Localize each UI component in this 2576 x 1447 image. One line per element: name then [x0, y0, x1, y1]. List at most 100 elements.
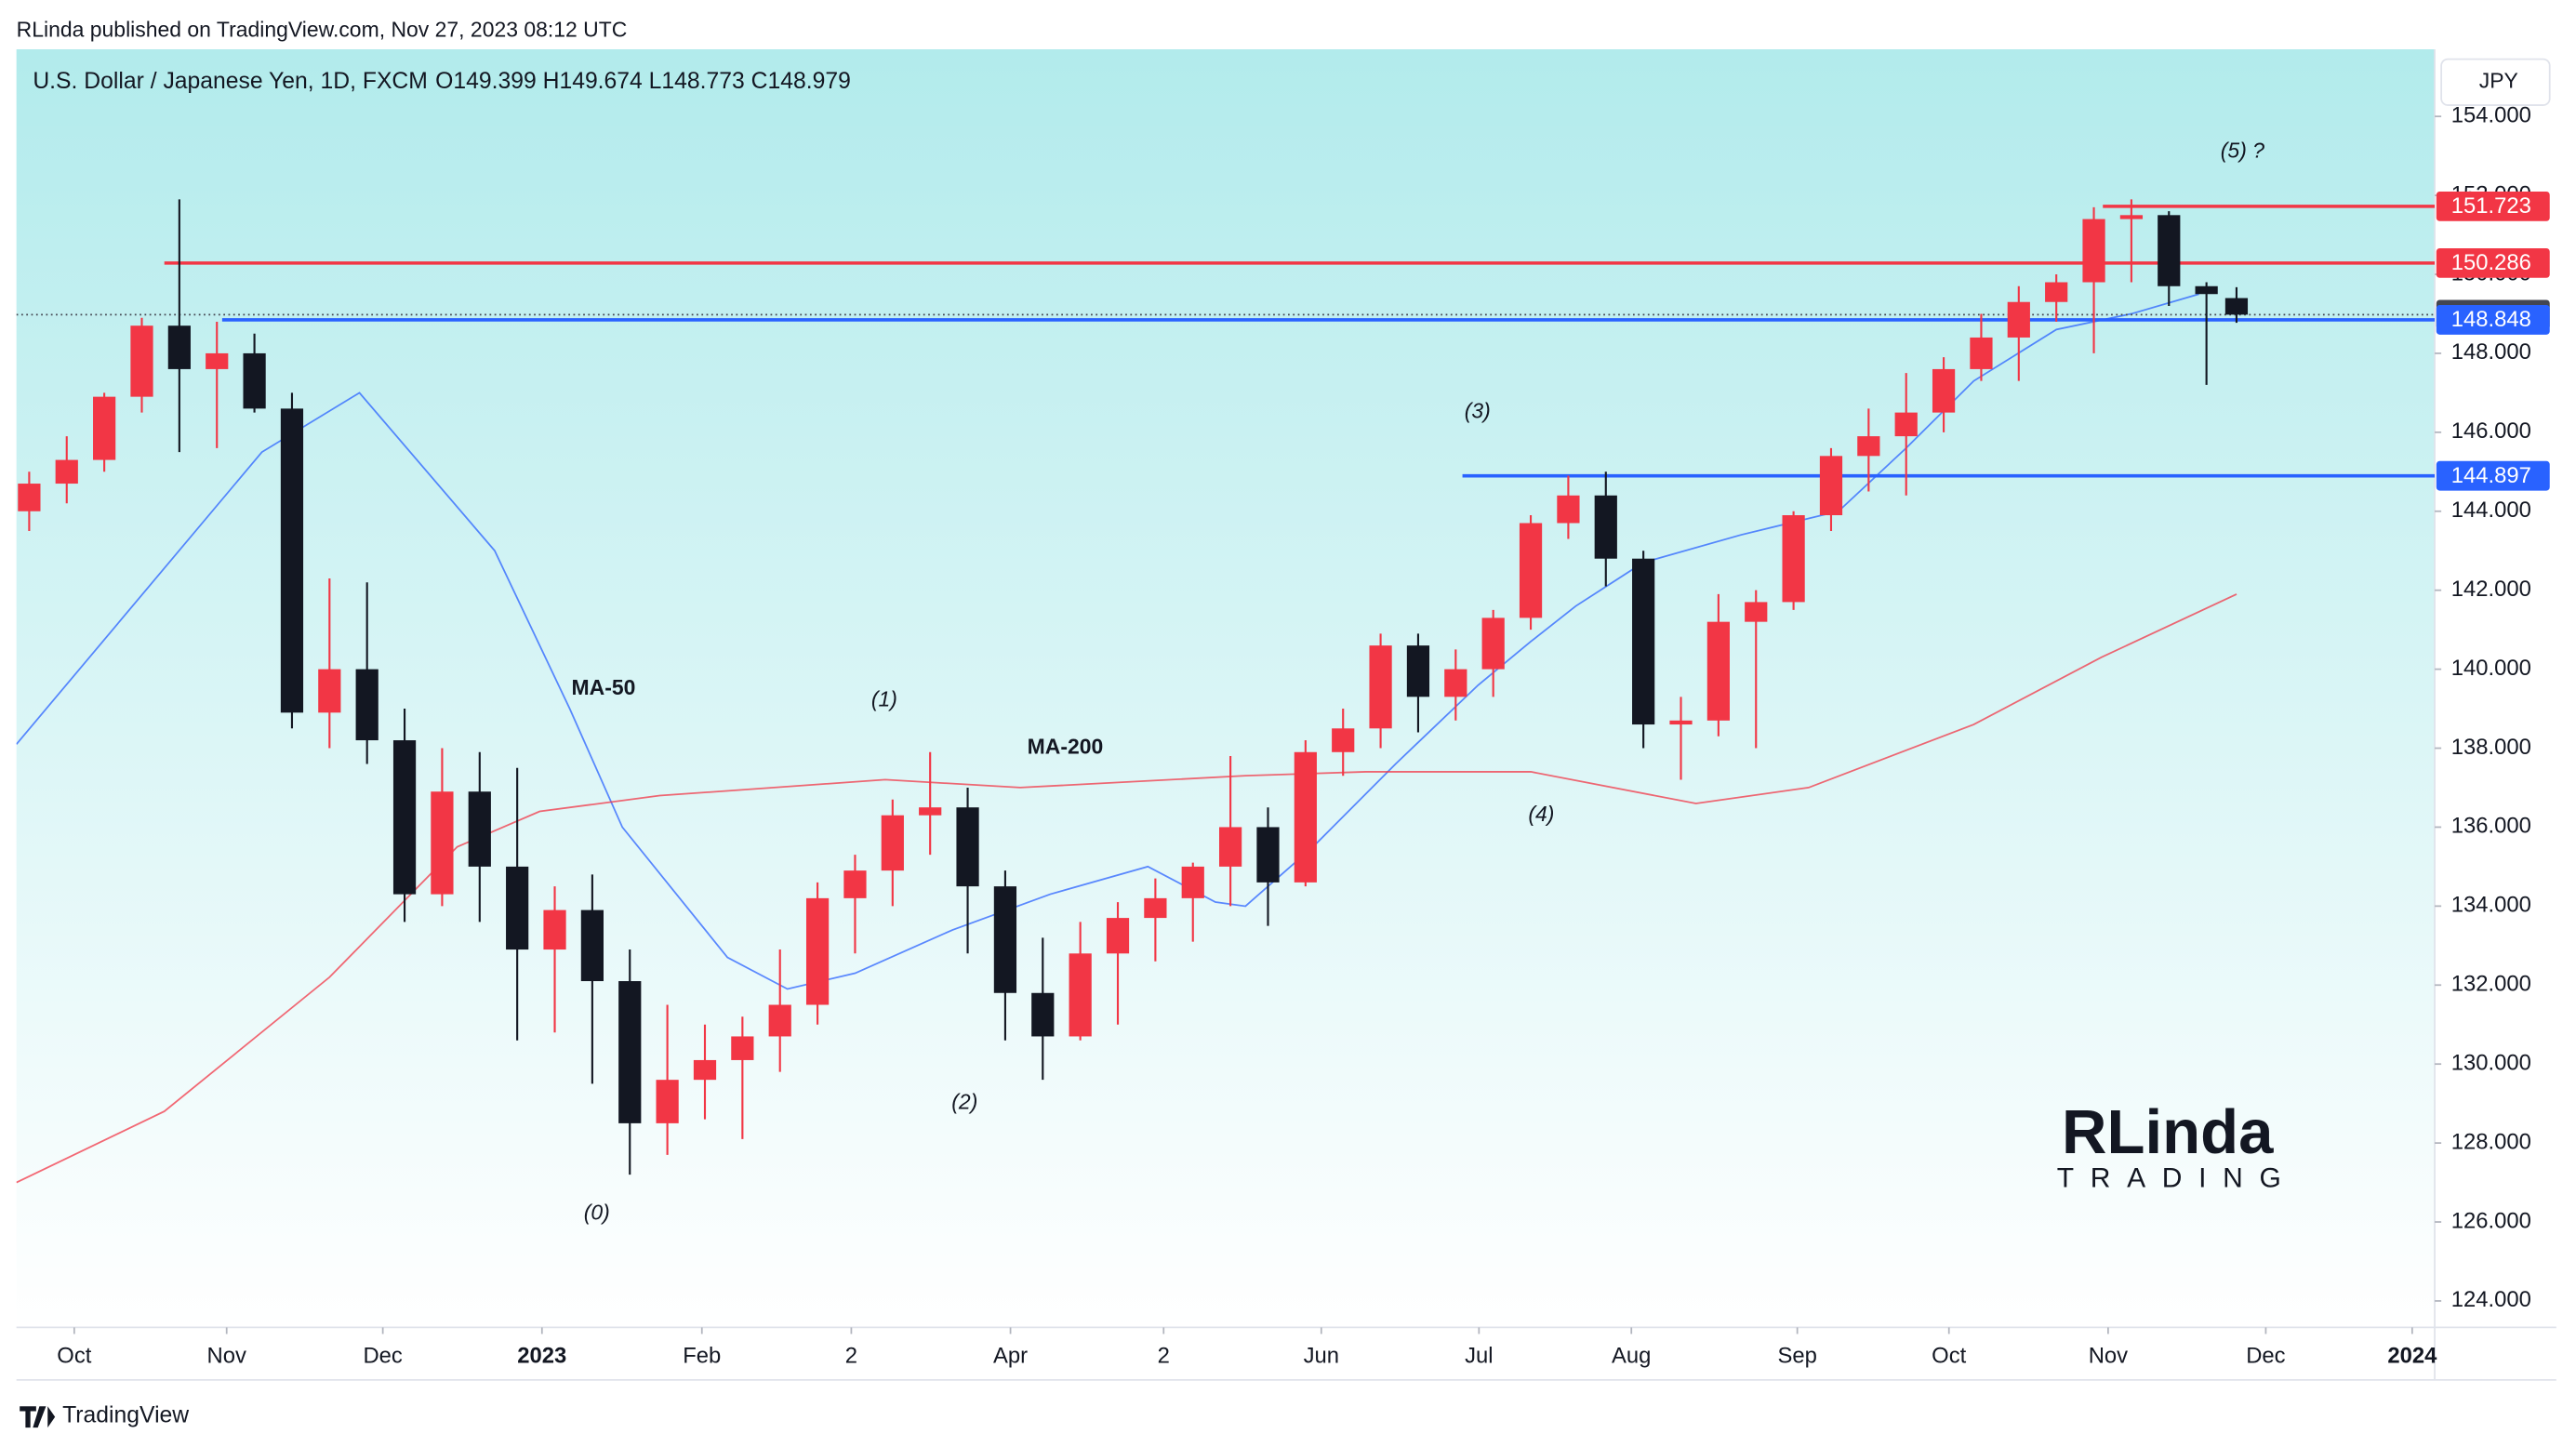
candle-body	[1031, 992, 1055, 1037]
x-tick-label: 2024	[2387, 1343, 2437, 1368]
candle-body	[55, 459, 78, 485]
y-tick-label: 128.000	[2451, 1129, 2531, 1154]
x-tick-label: Nov	[207, 1343, 246, 1368]
candle-body	[1406, 645, 1430, 697]
candle-body	[1632, 558, 1655, 725]
candle-body	[1219, 827, 1242, 867]
candle-body	[1069, 953, 1092, 1037]
candle-body	[1970, 337, 1993, 369]
y-tick-label: 142.000	[2451, 577, 2531, 602]
candle-body	[2007, 301, 2030, 338]
x-tick-label: Dec	[2246, 1343, 2285, 1368]
candle-body	[130, 325, 153, 397]
candle-body	[618, 981, 642, 1123]
candle-body	[993, 886, 1017, 993]
published-line: RLinda published on TradingView.com, Nov…	[17, 18, 628, 42]
price-label-box	[2436, 305, 2550, 335]
candle-body	[392, 740, 417, 895]
symbol-title: U.S. Dollar / Japanese Yen, 1D, FXCM	[33, 69, 428, 94]
candle-body	[956, 807, 979, 887]
candle-body	[843, 870, 867, 898]
candle-body	[2195, 285, 2218, 295]
x-tick-label: Oct	[1932, 1343, 1966, 1368]
candle-body	[1181, 866, 1204, 898]
candle-body	[881, 815, 904, 871]
candle-body	[2045, 282, 2068, 302]
x-tick-label: Jun	[1304, 1343, 1339, 1368]
candle-body	[1481, 617, 1505, 670]
y-tick-label: 124.000	[2451, 1287, 2531, 1312]
y-tick-label: 146.000	[2451, 418, 2531, 444]
candle-body	[543, 909, 566, 950]
x-tick-label: Nov	[2089, 1343, 2128, 1368]
x-tick-label: Aug	[1612, 1343, 1651, 1368]
wave-label: (2)	[951, 1090, 977, 1114]
price-label: 148.848	[2451, 307, 2531, 332]
candle-body	[431, 791, 454, 895]
x-tick-label: Apr	[993, 1343, 1028, 1368]
candle-body	[2082, 219, 2105, 283]
currency-button[interactable]	[2440, 58, 2551, 106]
currency-label[interactable]: JPY	[2479, 68, 2518, 92]
moving-average	[16, 293, 2199, 990]
y-tick-label: 126.000	[2451, 1208, 2531, 1233]
x-tick-label: Sep	[1777, 1343, 1816, 1368]
candle-body	[1369, 645, 1392, 729]
candle-body	[1294, 751, 1317, 883]
wave-label: (5) ?	[2221, 138, 2264, 162]
brand-icon	[20, 1406, 56, 1428]
wave-label: (0)	[584, 1201, 610, 1225]
candle-body	[506, 866, 529, 950]
candle-body	[18, 484, 41, 511]
wave-label: (3)	[1465, 399, 1491, 423]
candle-body	[731, 1036, 754, 1060]
y-tick-label: 144.000	[2451, 498, 2531, 523]
candle-body	[1706, 621, 1730, 721]
candle-body	[1106, 918, 1130, 954]
y-tick-label: 132.000	[2451, 972, 2531, 997]
x-tick-label: Jul	[1465, 1343, 1493, 1368]
wave-label: (4)	[1528, 802, 1554, 826]
x-tick-label: Oct	[57, 1343, 91, 1368]
x-tick-label: 2	[845, 1343, 857, 1368]
candle-body	[1932, 368, 1956, 413]
candle-body	[93, 396, 116, 460]
candle-body	[580, 909, 604, 982]
candle-body	[1782, 515, 1805, 603]
candle-body	[1557, 495, 1580, 524]
y-tick-label: 140.000	[2451, 656, 2531, 681]
candle-body	[1594, 495, 1617, 559]
price-label: 144.897	[2451, 463, 2531, 488]
x-tick-label: 2	[1158, 1343, 1170, 1368]
wave-label: (1)	[871, 687, 897, 711]
candle-body	[656, 1080, 679, 1123]
plot-area	[16, 199, 2436, 1184]
price-label-box	[2436, 460, 2550, 491]
candle-body	[919, 807, 942, 816]
moving-average-label: MA-200	[1028, 735, 1104, 759]
candle-body	[2119, 215, 2144, 219]
x-tick-label: Dec	[363, 1343, 402, 1368]
candle-body	[318, 669, 341, 713]
candle-body	[167, 325, 191, 369]
candle-body	[1444, 669, 1467, 697]
brand-name: TradingView	[62, 1402, 189, 1427]
ohlc-readout: O149.399 H149.674 L148.773 C148.979	[435, 69, 851, 94]
y-tick-label: 134.000	[2451, 893, 2531, 918]
moving-average	[16, 593, 2237, 1184]
logo-name: RLinda	[2062, 1097, 2274, 1167]
logo-sub: TRADING	[2057, 1162, 2298, 1193]
price-label: 150.286	[2451, 250, 2531, 275]
candle-body	[2224, 298, 2249, 315]
candle-body	[805, 897, 830, 1005]
candle-body	[1144, 897, 1167, 919]
x-tick-label: Feb	[683, 1343, 721, 1368]
x-tick-label: 2023	[517, 1343, 566, 1368]
candle-body	[2158, 215, 2181, 286]
candle-body	[1857, 436, 1880, 457]
price-label-box	[2436, 247, 2550, 278]
price-label-box	[2436, 191, 2550, 221]
candle-body	[1819, 456, 1843, 516]
y-tick-label: 130.000	[2451, 1050, 2531, 1075]
